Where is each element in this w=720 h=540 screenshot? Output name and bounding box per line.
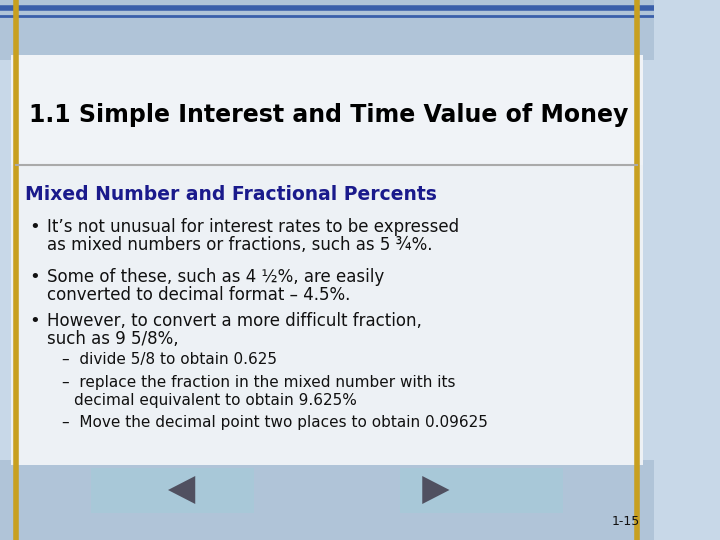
Text: –  divide 5/8 to obtain 0.625: – divide 5/8 to obtain 0.625 [62,352,276,367]
Text: –  Move the decimal point two places to obtain 0.09625: – Move the decimal point two places to o… [62,415,487,430]
Text: Some of these, such as 4 ½%, are easily: Some of these, such as 4 ½%, are easily [48,268,384,286]
Polygon shape [168,476,195,504]
Text: It’s not unusual for interest rates to be expressed: It’s not unusual for interest rates to b… [48,218,459,236]
Text: –  replace the fraction in the mixed number with its: – replace the fraction in the mixed numb… [62,375,455,390]
Bar [11,165,643,465]
Text: However, to convert a more difficult fraction,: However, to convert a more difficult fra… [48,312,422,330]
Bar [91,468,254,513]
Text: as mixed numbers or fractions, such as 5 ¾%.: as mixed numbers or fractions, such as 5… [48,236,433,254]
Text: converted to decimal format – 4.5%.: converted to decimal format – 4.5%. [48,286,351,304]
Text: •: • [29,268,40,286]
Text: such as 9 5/8%,: such as 9 5/8%, [48,330,179,348]
Text: •: • [29,312,40,330]
Text: decimal equivalent to obtain 9.625%: decimal equivalent to obtain 9.625% [74,393,357,408]
Text: •: • [29,218,40,236]
Text: 1.1 Simple Interest and Time Value of Money: 1.1 Simple Interest and Time Value of Mo… [29,103,629,127]
Text: 1-15: 1-15 [612,515,640,528]
Bar [0,460,654,540]
Bar [400,468,563,513]
Polygon shape [422,476,449,504]
Bar [11,55,643,165]
Bar [11,55,643,465]
Bar [0,0,654,60]
Text: Mixed Number and Fractional Percents: Mixed Number and Fractional Percents [25,185,437,204]
